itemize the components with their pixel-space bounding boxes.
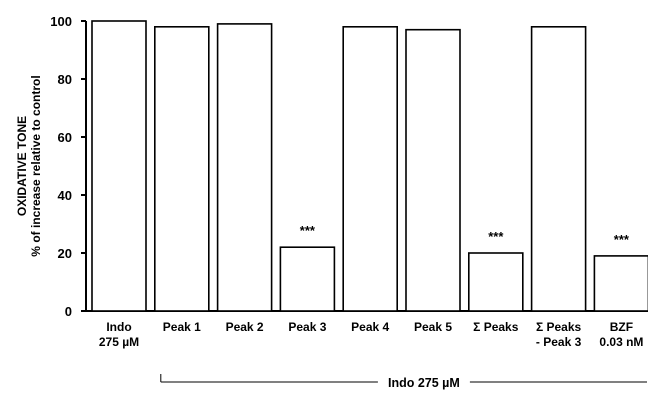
y-axis-label-line: % of increase relative to control [29,75,43,256]
significance-label: *** [614,232,630,247]
bar [154,25,210,312]
x-tick-label: Peak 3 [288,320,326,334]
x-tick-label: Peak 5 [414,320,452,334]
x-tick-label: 275 µM [99,335,139,349]
y-tick-label: 60 [58,130,72,145]
y-axis-label: OXIDATIVE TONE% of increase relative to … [15,75,43,256]
bar [279,246,336,312]
bracket-label: Indo 275 µM [388,376,460,390]
x-tick-label: Peak 2 [226,320,264,334]
x-tick-label: 0.03 nM [599,335,643,349]
significance-annotations: *** *** *** [300,223,630,247]
y-axis-label-line: OXIDATIVE TONE [15,116,29,216]
x-tick-label: Peak 1 [163,320,201,334]
significance-label: *** [488,229,504,244]
y-tick-label: 100 [50,14,72,29]
bar [342,25,399,312]
group-bracket: Indo 275 µM [160,374,647,390]
bar [593,255,648,312]
bar [467,252,524,312]
y-tick-label: 80 [58,72,72,87]
bar [405,28,461,312]
x-tick-label: Σ Peaks [473,320,519,334]
y-tick-label: 40 [58,188,72,203]
y-tick-label: 20 [58,246,72,261]
x-tick-label: - Peak 3 [536,335,582,349]
significance-label: *** [300,223,316,238]
bar [216,23,273,312]
y-tick-label: 0 [65,304,72,319]
x-tick-label: BZF [610,320,633,334]
bar [91,20,147,312]
x-tick-label: Peak 4 [351,320,389,334]
bar [530,25,587,312]
x-tick-label: Indo [106,320,131,334]
bars [91,20,648,312]
x-tick-label: Σ Peaks [536,320,582,334]
